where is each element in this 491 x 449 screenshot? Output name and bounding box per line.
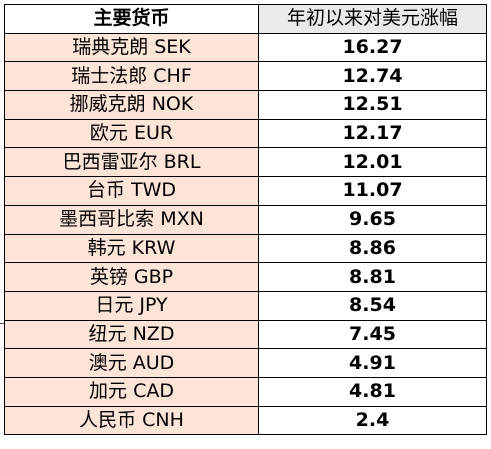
table-row: 加元 CAD 4.81: [4, 376, 487, 407]
table-row: 瑞典克朗 SEK 16.27: [4, 32, 487, 63]
gain-value-cell: 12.01: [258, 147, 487, 178]
table-row: 英镑 GBP 8.81: [4, 262, 487, 292]
table-row: 人民币 CNH 2.4: [4, 405, 487, 436]
currency-name-cell: 韩元 KRW: [4, 233, 259, 264]
currency-gain-table: 主要货币 年初以来对美元涨幅 瑞典克朗 SEK 16.27 瑞士法郎 CHF 1…: [4, 4, 487, 436]
table-row: 台币 TWD 11.07: [4, 176, 487, 206]
currency-name-cell: 欧元 EUR: [4, 118, 259, 149]
gain-value-cell: 12.74: [258, 61, 487, 92]
currency-name-cell: 日元 JPY: [4, 290, 259, 321]
table-row: 日元 JPY 8.54: [4, 290, 487, 321]
currency-name-cell: 台币 TWD: [4, 176, 259, 206]
table-row: 巴西雷亚尔 BRL 12.01: [4, 147, 487, 178]
currency-name-cell: 英镑 GBP: [4, 262, 259, 292]
table-row: 纽元 NZD 7.45: [4, 319, 487, 350]
edge-tick-mark: [0, 323, 5, 324]
currency-name-cell: 墨西哥比索 MXN: [4, 204, 259, 235]
gain-value-cell: 2.4: [258, 405, 487, 436]
table-row: 澳元 AUD 4.91: [4, 348, 487, 378]
currency-name-cell: 瑞典克朗 SEK: [4, 32, 259, 63]
currency-name-cell: 澳元 AUD: [4, 348, 259, 378]
gain-value-cell: 12.17: [258, 118, 487, 149]
currency-name-cell: 加元 CAD: [4, 376, 259, 407]
currency-name-cell: 挪威克朗 NOK: [4, 90, 259, 120]
table-row: 欧元 EUR 12.17: [4, 118, 487, 149]
gain-value-cell: 9.65: [258, 204, 487, 235]
gain-value-cell: 16.27: [258, 32, 487, 63]
gain-value-cell: 8.81: [258, 262, 487, 292]
gain-value-cell: 8.86: [258, 233, 487, 264]
table-row: 挪威克朗 NOK 12.51: [4, 90, 487, 120]
gain-value-cell: 8.54: [258, 290, 487, 321]
gain-value-cell: 7.45: [258, 319, 487, 350]
gain-value-cell: 4.81: [258, 376, 487, 407]
table-row: 瑞士法郎 CHF 12.74: [4, 61, 487, 92]
table-row: 韩元 KRW 8.86: [4, 233, 487, 264]
currency-name-cell: 纽元 NZD: [4, 319, 259, 350]
currency-name-cell: 人民币 CNH: [4, 405, 259, 436]
table-row: 墨西哥比索 MXN 9.65: [4, 204, 487, 235]
currency-name-cell: 巴西雷亚尔 BRL: [4, 147, 259, 178]
table-header-row: 主要货币 年初以来对美元涨幅: [4, 4, 487, 34]
gain-value-cell: 11.07: [258, 176, 487, 206]
gain-value-cell: 12.51: [258, 90, 487, 120]
header-currency: 主要货币: [4, 4, 259, 34]
currency-name-cell: 瑞士法郎 CHF: [4, 61, 259, 92]
header-ytd-gain: 年初以来对美元涨幅: [258, 4, 487, 34]
gain-value-cell: 4.91: [258, 348, 487, 378]
